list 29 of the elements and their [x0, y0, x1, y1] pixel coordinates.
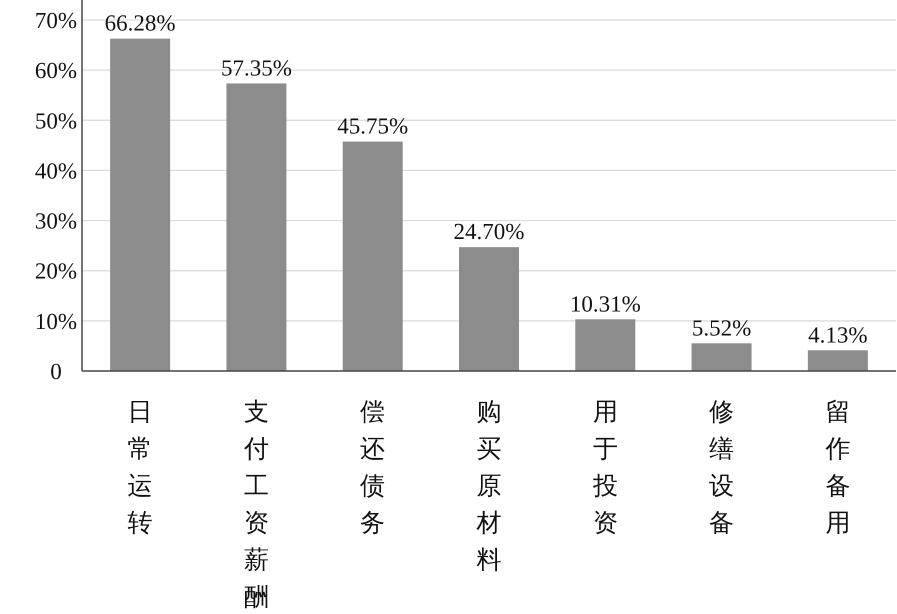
data-label: 5.52%	[692, 315, 752, 340]
bar	[342, 142, 403, 371]
data-label: 24.70%	[454, 219, 524, 244]
bar	[808, 350, 868, 371]
x-tick-label: 修缮设备	[709, 399, 734, 537]
bar	[575, 319, 636, 371]
y-tick-label: 10%	[34, 308, 78, 334]
data-label: 45.75%	[337, 114, 408, 139]
y-tick-label: 60%	[34, 58, 78, 84]
data-label: 10.31%	[570, 291, 641, 316]
data-label: 4.13%	[808, 322, 868, 348]
x-tick-label: 支付工资薪酬	[242, 399, 269, 611]
x-tick-label: 留作备用	[824, 399, 850, 537]
y-tick-label: 70%	[34, 8, 78, 33]
bar	[226, 83, 286, 371]
y-tick-label: 40%	[34, 158, 78, 184]
y-tick-label: 0	[50, 359, 62, 384]
data-label: 57.35%	[220, 55, 292, 80]
x-tick-label: 用于投资	[592, 399, 618, 537]
data-label: 66.28%	[104, 10, 176, 36]
x-tick-label: 偿还债务	[360, 399, 386, 537]
bar	[110, 38, 170, 371]
bar	[459, 247, 519, 371]
y-tick-label: 50%	[34, 108, 78, 134]
y-tick-label: 30%	[34, 208, 78, 234]
bar	[692, 343, 752, 371]
y-tick-label: 20%	[34, 258, 78, 284]
x-tick-label: 购买原材料	[476, 399, 502, 574]
x-tick-label: 日常运转	[128, 399, 153, 537]
